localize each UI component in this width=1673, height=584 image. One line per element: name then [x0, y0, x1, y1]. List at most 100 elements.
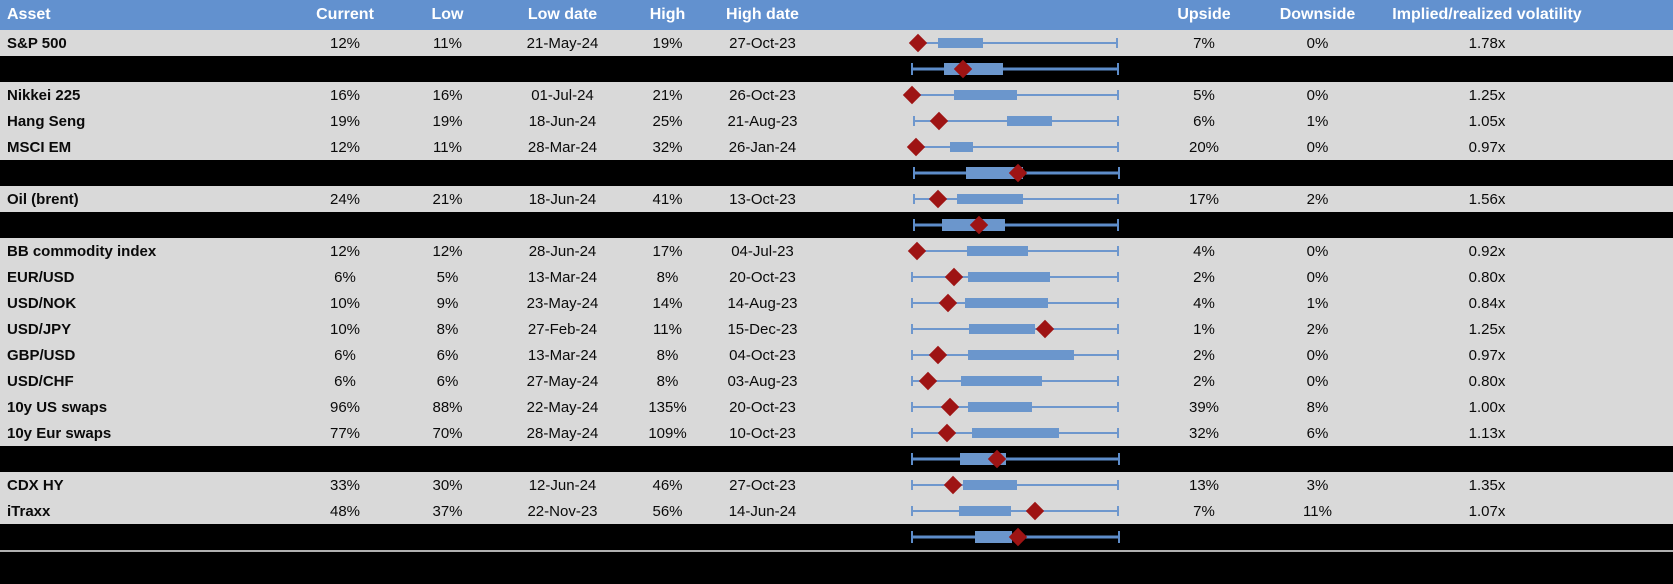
whisker-tick-right	[1116, 376, 1119, 386]
table-row: USD/NOK 10% 9% 23-May-24 14% 14-Aug-23 4% 1% 0.8…	[0, 290, 1673, 316]
low-date-cell: 27-May-24	[526, 372, 599, 390]
table-row: USD/JPY 10% 8% 27-Feb-24 11% 15-Dec-23 1% 2% 1.2…	[0, 316, 1673, 342]
implied-realized-cell: 0.92x	[1468, 242, 1506, 260]
iqr-box	[968, 272, 1051, 282]
upside-cell: 2%	[1193, 346, 1215, 364]
upside-cell: 32%	[1188, 424, 1220, 442]
low-date-cell: 21-May-24	[526, 34, 599, 52]
boxplot	[905, 524, 1120, 550]
table-row: CDX HY 33% 30% 12-Jun-24 46% 27-Oct-23 13% 3% 1.…	[0, 472, 1673, 498]
asset-cell: Oil (brent)	[7, 190, 79, 208]
current-cell: 77%	[329, 424, 361, 442]
whisker-tick-right	[1116, 246, 1119, 256]
table-row: 10y Eur swaps 77% 70% 28-May-24 109% 10-Oct-2…	[0, 420, 1673, 446]
boxplot-cell	[820, 56, 1130, 82]
boxplot	[905, 342, 1120, 368]
boxplot-cell	[820, 134, 1130, 160]
separator-row	[0, 160, 1673, 186]
upside-cell: 17%	[1188, 190, 1220, 208]
whisker-tick-left	[911, 350, 914, 360]
current-diamond-marker	[930, 111, 949, 131]
high-date-cell: 03-Aug-23	[727, 372, 798, 390]
current-cell: 10%	[329, 320, 361, 338]
whisker-tick-right	[1116, 116, 1119, 126]
whisker-tick-left	[911, 324, 914, 334]
boxplot	[905, 446, 1120, 472]
downside-cell: 0%	[1306, 372, 1329, 390]
low-date-cell: 27-Feb-24	[527, 320, 598, 338]
low-cell: 11%	[433, 34, 462, 52]
whisker-tick-right	[1116, 90, 1119, 100]
low-cell: 12%	[432, 242, 463, 260]
upside-cell: 1%	[1193, 320, 1215, 338]
downside-cell: 2%	[1306, 320, 1329, 338]
whisker-tick-right	[1116, 142, 1119, 152]
iqr-box	[971, 428, 1059, 438]
current-cell: 48%	[329, 502, 361, 520]
separator-row	[0, 212, 1673, 238]
asset-cell: iTraxx	[7, 502, 51, 520]
current-diamond-marker	[940, 397, 960, 417]
low-date-cell: 22-Nov-23	[527, 502, 598, 520]
high-date-cell: 14-Aug-23	[727, 294, 798, 312]
whisker-tick-right	[1116, 402, 1119, 412]
low-cell: 70%	[432, 424, 463, 442]
high-cell: 17%	[652, 242, 683, 260]
asset-cell: BB commodity index	[7, 242, 157, 260]
upside-cell: 7%	[1193, 34, 1215, 52]
iqr-box	[968, 350, 1074, 360]
table-row: 10y US swaps 96% 88% 22-May-24 135% 20-Oct-23…	[0, 394, 1673, 420]
whisker-line	[912, 67, 1118, 71]
high-date-cell: 20-Oct-23	[729, 268, 796, 286]
asset-cell: Nikkei 225	[7, 86, 81, 104]
current-cell: 6%	[334, 268, 356, 286]
upside-cell: 4%	[1193, 242, 1215, 260]
low-cell: 6%	[436, 346, 459, 364]
whisker-tick-left	[912, 194, 915, 204]
whisker-tick-left	[912, 116, 915, 126]
whisker-line	[912, 457, 1119, 461]
low-cell: 37%	[432, 502, 463, 520]
boxplot	[905, 134, 1120, 160]
implied-realized-cell: 1.35x	[1468, 476, 1506, 494]
high-cell: 56%	[652, 502, 683, 520]
current-diamond-marker	[908, 33, 928, 53]
low-cell: 19%	[432, 112, 463, 130]
downside-cell: 1%	[1306, 294, 1329, 312]
whisker-tick-left	[912, 167, 915, 179]
implied-realized-cell: 1.07x	[1468, 502, 1506, 520]
current-cell: 6%	[334, 346, 356, 364]
high-cell: 41%	[652, 190, 683, 208]
whisker-tick-right	[1117, 167, 1120, 179]
high-cell: 11%	[653, 320, 682, 338]
iqr-box	[969, 324, 1036, 334]
asset-cell: GBP/USD	[7, 346, 76, 364]
high-cell: 21%	[652, 86, 683, 104]
whisker-tick-left	[911, 298, 914, 308]
downside-cell: 0%	[1306, 242, 1329, 260]
whisker-line	[913, 223, 1118, 227]
low-date-cell: 01-Jul-24	[531, 86, 594, 104]
current-cell: 33%	[329, 476, 361, 494]
iqr-box	[967, 246, 1028, 256]
high-cell: 8%	[656, 372, 679, 390]
header-asset: Asset	[7, 6, 51, 23]
upside-cell: 13%	[1188, 476, 1220, 494]
boxplot	[905, 56, 1120, 82]
upside-cell: 7%	[1193, 502, 1215, 520]
whisker-tick-right	[1116, 272, 1119, 282]
downside-cell: 2%	[1306, 190, 1329, 208]
header-upside: Upside	[1177, 6, 1231, 23]
whisker-tick-right	[1116, 506, 1119, 516]
footer-black-band	[0, 552, 1673, 584]
asset-cell: Hang Seng	[7, 112, 86, 130]
low-cell: 9%	[436, 294, 459, 312]
boxplot	[905, 30, 1120, 56]
asset-cell: MSCI EM	[7, 138, 72, 156]
high-date-cell: 20-Oct-23	[729, 398, 796, 416]
whisker-tick-right	[1116, 428, 1119, 438]
high-date-cell: 04-Oct-23	[729, 346, 796, 364]
low-date-cell: 22-May-24	[526, 398, 599, 416]
boxplot	[905, 368, 1120, 394]
current-diamond-marker	[937, 423, 957, 443]
